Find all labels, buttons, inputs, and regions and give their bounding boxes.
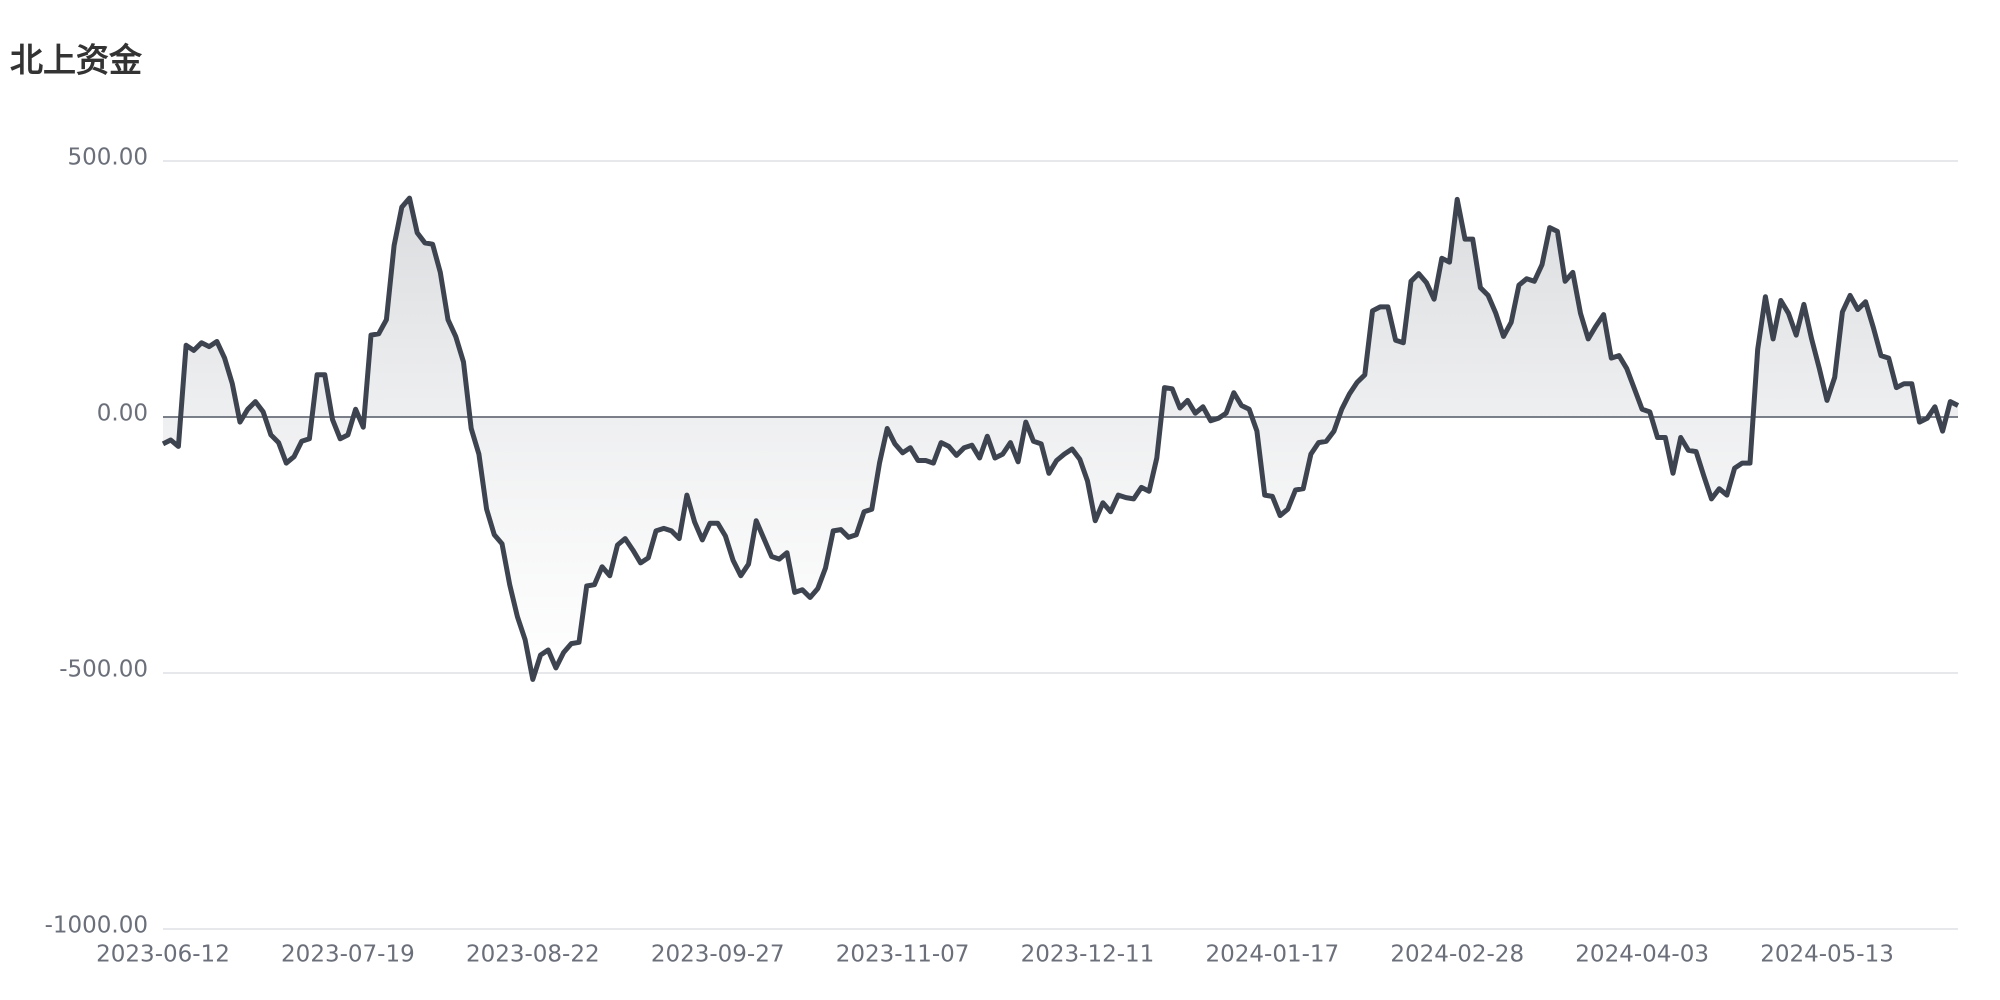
x-tick-label: 2023-12-11 [1021,942,1155,968]
x-tick-label: 2024-05-13 [1760,942,1894,968]
x-tick-label: 2024-01-17 [1206,942,1340,968]
y-tick-label: 0.00 [97,401,148,427]
x-tick-label: 2024-02-28 [1390,942,1524,968]
y-tick-label: 500.00 [68,145,148,171]
line [161,195,1960,682]
x-tick-label: 2023-08-22 [466,942,600,968]
y-tick-label: -1000.00 [45,913,148,939]
x-tick-label: 2024-04-03 [1575,942,1709,968]
chart-title: 北上资金 [10,41,143,80]
area [163,198,1958,680]
x-tick-label: 2023-07-19 [281,942,415,968]
x-tick-label: 2023-09-27 [651,942,785,968]
x-tick-label: 2023-06-12 [96,942,230,968]
x-tick-label: 2023-11-07 [836,942,970,968]
y-tick-label: -500.00 [59,657,148,683]
